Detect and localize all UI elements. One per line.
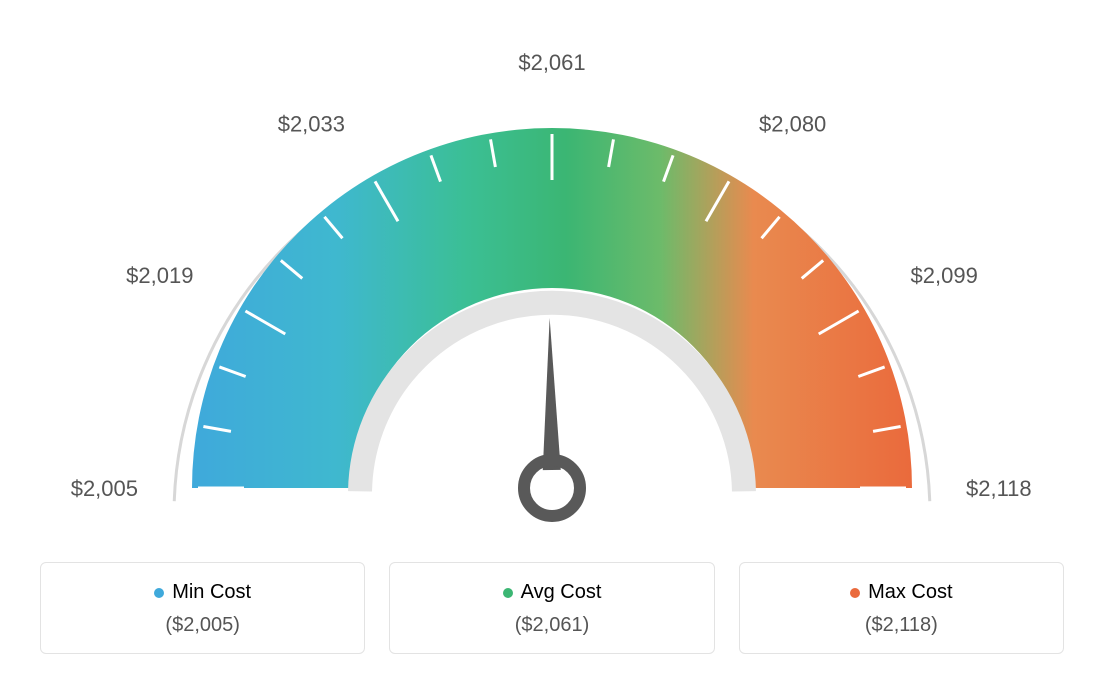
dot-icon [850,588,860,598]
svg-text:$2,019: $2,019 [126,263,193,288]
dot-icon [503,588,513,598]
legend-value: ($2,118) [750,614,1053,637]
svg-text:$2,118: $2,118 [966,476,1032,501]
legend-value: ($2,005) [51,614,354,637]
legend-card-max: Max Cost ($2,118) [739,562,1064,654]
svg-text:$2,061: $2,061 [518,50,585,75]
legend-row: Min Cost ($2,005) Avg Cost ($2,061) Max … [40,562,1064,654]
svg-text:$2,080: $2,080 [759,111,826,136]
legend-title-min: Min Cost [154,581,251,604]
legend-card-min: Min Cost ($2,005) [40,562,365,654]
legend-title-max: Max Cost [850,581,952,604]
gauge: $2,005 $2,019 $2,033 $2,061 $2,080 $2,099 $2,1… [40,10,1064,550]
dot-icon [154,588,164,598]
svg-text:$2,099: $2,099 [911,263,978,288]
svg-text:$2,033: $2,033 [278,111,345,136]
legend-label: Avg Cost [521,581,602,604]
gauge-area: $2,005 $2,019 $2,033 $2,061 $2,080 $2,099 $2,1… [40,10,1064,550]
legend-label: Max Cost [868,581,952,604]
svg-text:$2,005: $2,005 [71,476,138,501]
legend-card-avg: Avg Cost ($2,061) [389,562,714,654]
legend-label: Min Cost [172,581,251,604]
gauge-chart-container: $2,005 $2,019 $2,033 $2,061 $2,080 $2,099 $2,1… [0,0,1104,690]
legend-value: ($2,061) [400,614,703,637]
legend-title-avg: Avg Cost [503,581,602,604]
